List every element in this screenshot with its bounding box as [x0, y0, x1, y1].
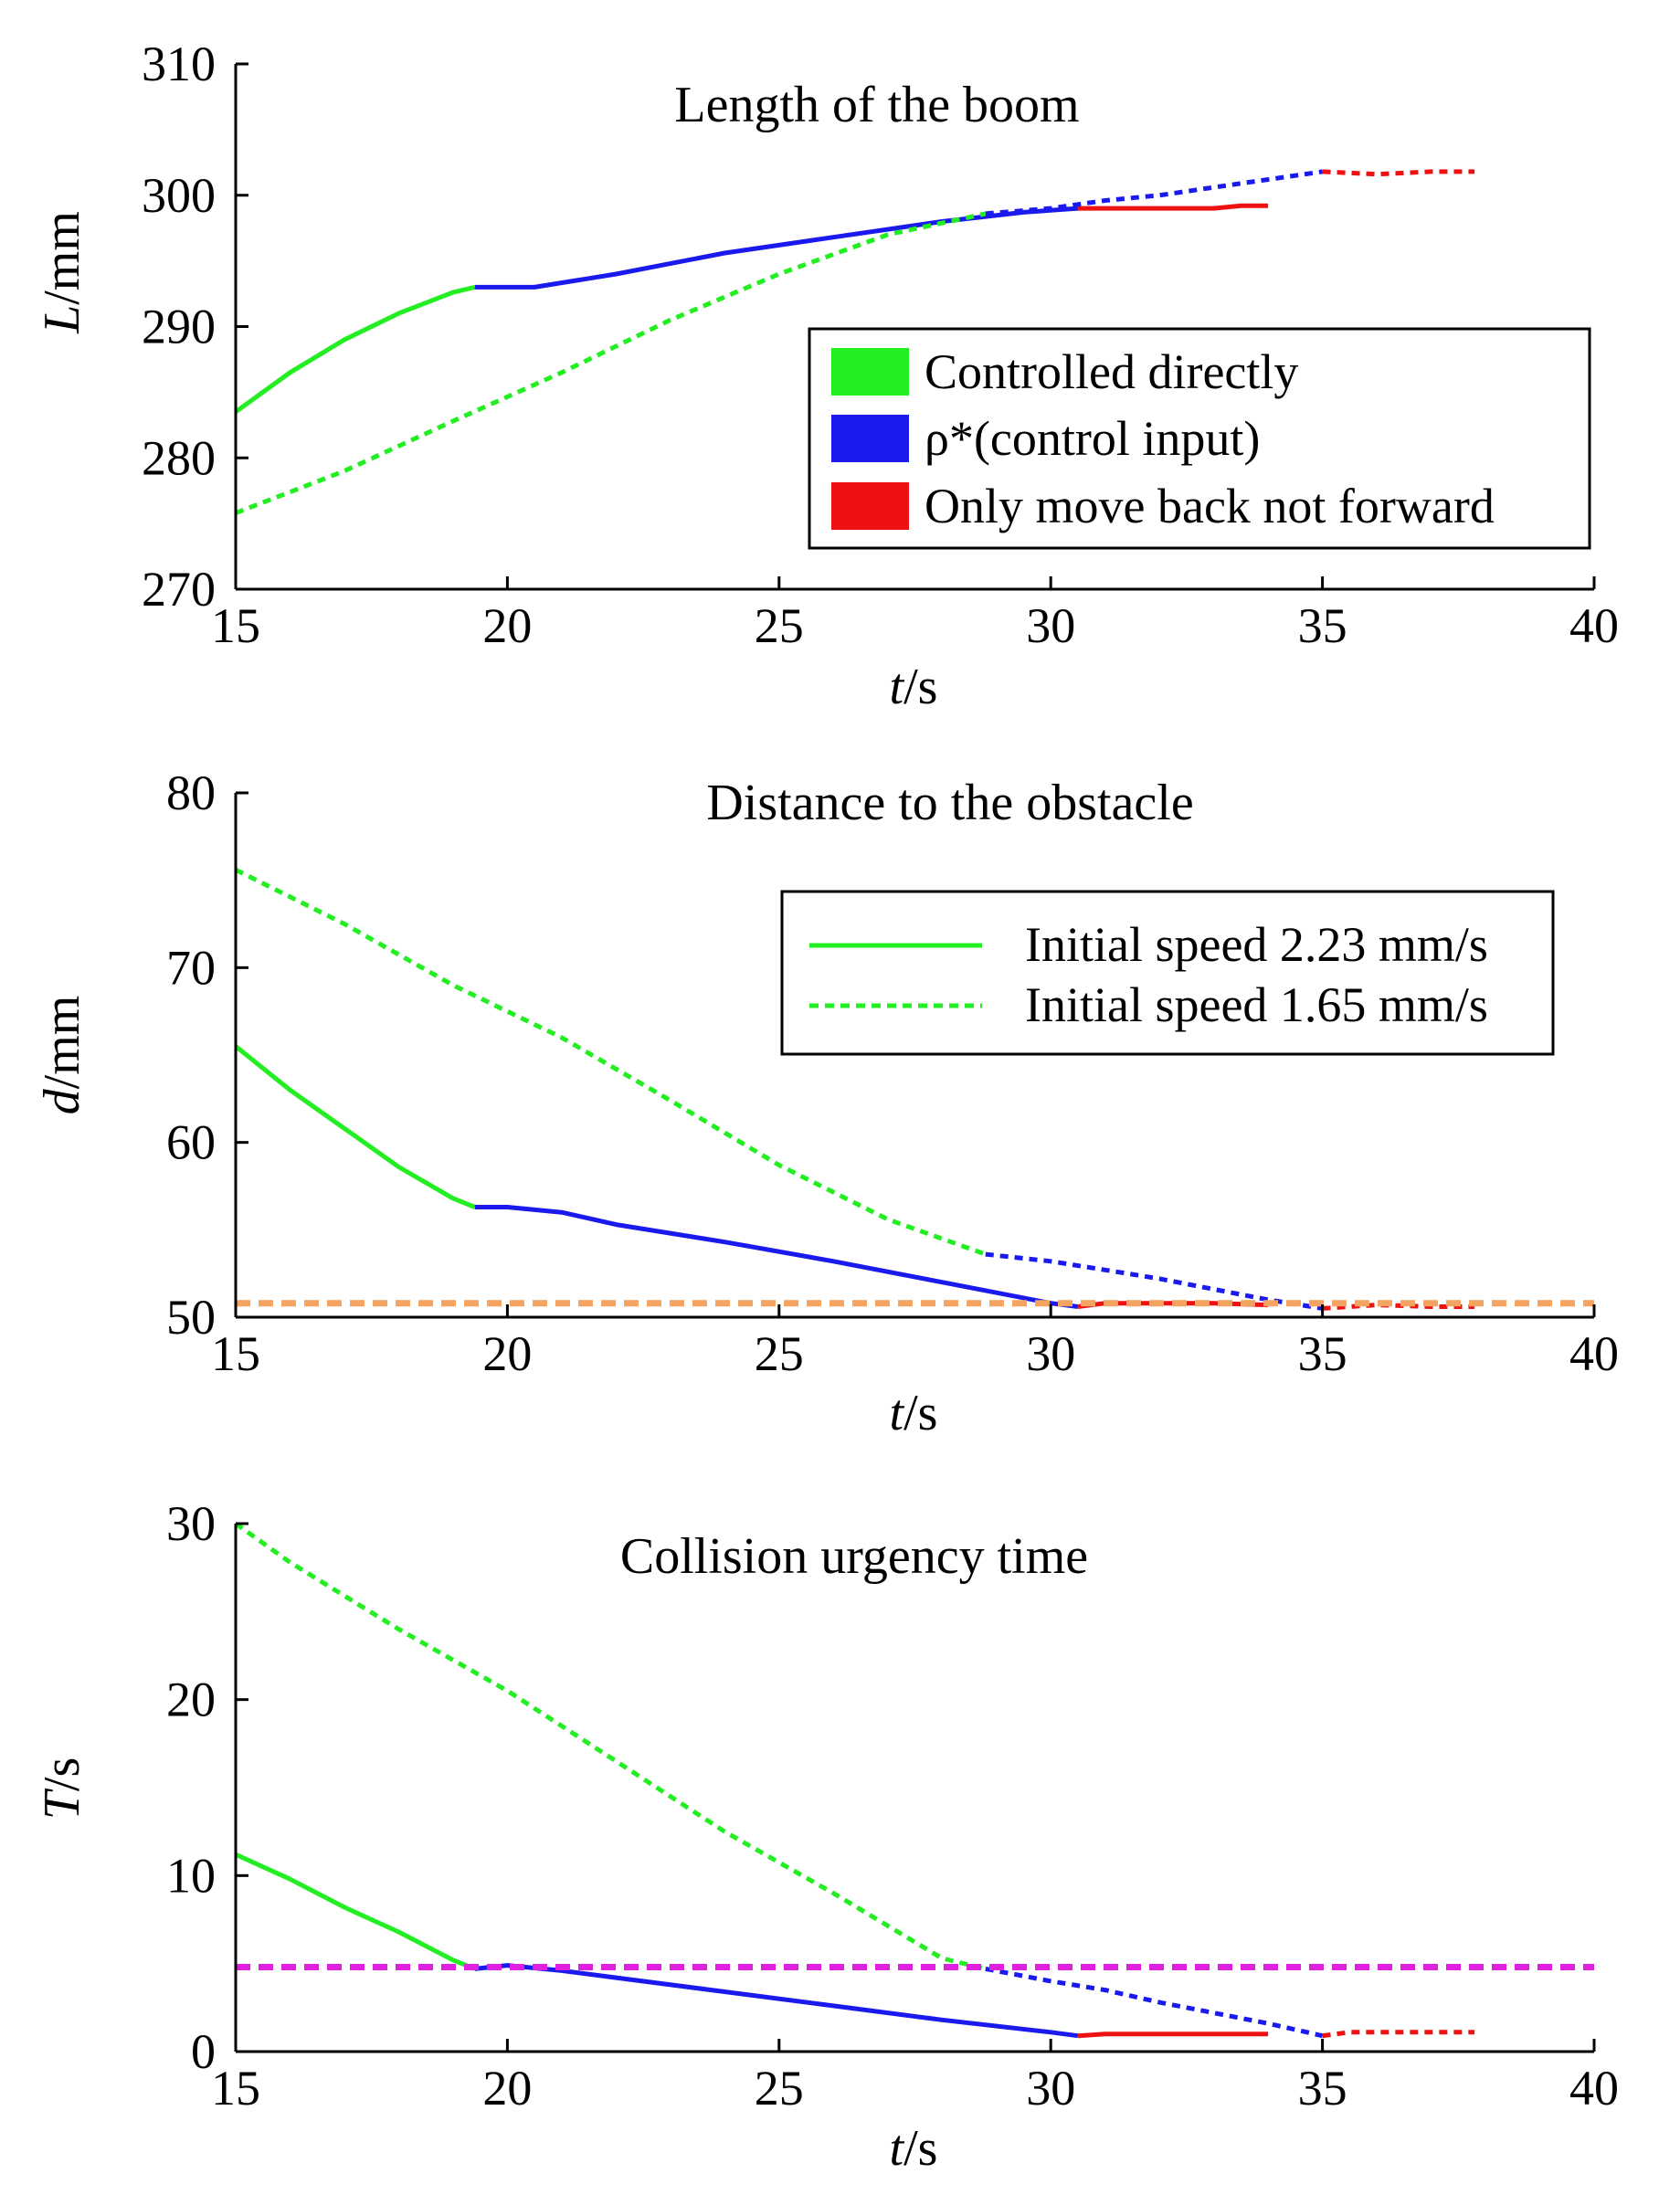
series-line-green-dashed: [235, 211, 987, 515]
series-line-red-dashed: [1322, 169, 1475, 177]
x-tick-label: 25: [755, 2061, 804, 2116]
x-axis-label-var: t: [890, 1385, 905, 1441]
y-axis-label-var: T: [34, 1788, 90, 1820]
x-axis-label-var: t: [890, 659, 905, 715]
legend-swatch-blue: [831, 415, 909, 462]
legend-label: Initial speed 1.65 mm/s: [1025, 977, 1488, 1032]
panel-length-of-boom: Length of the boom 15 20 25 30 35 40 270 280 290…: [34, 37, 1619, 715]
y-tick-label: 30: [166, 1496, 216, 1551]
series-line-blue-solid: [474, 206, 1079, 290]
chart-title: Collision urgency time: [620, 1528, 1088, 1585]
legend: Initial speed 2.23 mm/s Initial speed 1.…: [780, 890, 1555, 1056]
x-axis-label: t/s: [890, 1385, 938, 1441]
tick-group: 15 20 25 30 35 40 270 280 290 300 310: [142, 37, 1619, 653]
legend-label: ρ*(control input): [925, 411, 1260, 466]
legend: Controlled directly ρ*(control input) On…: [808, 327, 1591, 550]
series-line-blue-dashed: [985, 169, 1323, 216]
x-tick-label: 15: [211, 1326, 260, 1381]
x-tick-label: 35: [1298, 598, 1347, 653]
y-axis-label-unit: /mm: [34, 996, 90, 1090]
y-tick-label: 60: [166, 1115, 216, 1170]
y-tick-label: 20: [166, 1673, 216, 1727]
x-axis-label-unit: /s: [903, 1385, 937, 1441]
series-group: [234, 867, 1594, 1311]
legend-swatch-green: [831, 348, 909, 396]
x-axis-label-unit: /s: [903, 659, 937, 715]
chart-title: Distance to the obstacle: [706, 775, 1193, 831]
x-tick-label: 20: [482, 1326, 532, 1381]
y-tick-label: 50: [166, 1290, 216, 1345]
x-tick-label: 40: [1569, 1326, 1619, 1381]
x-axis-label-unit: /s: [903, 2120, 937, 2177]
series-line-blue-solid: [474, 1205, 1079, 1309]
x-axis-label-var: t: [890, 2120, 905, 2177]
x-tick-label: 25: [755, 1326, 804, 1381]
x-tick-label: 35: [1298, 2061, 1347, 2116]
legend-label: Controlled directly: [925, 344, 1298, 399]
tick-group: 15 20 25 30 35 40 0 10 20 30: [166, 1496, 1619, 2116]
tick-group: 15 20 25 30 35 40 50 60 70 80: [166, 765, 1619, 1381]
legend-label: Only move back not forward: [925, 479, 1495, 533]
x-axis-label: t/s: [890, 2120, 938, 2177]
series-group: [234, 169, 1475, 515]
x-tick-label: 30: [1026, 2061, 1075, 2116]
x-tick-label: 25: [755, 598, 804, 653]
y-axis-label-var: L: [34, 305, 90, 334]
x-tick-label: 40: [1569, 598, 1619, 653]
legend-label: Initial speed 2.23 mm/s: [1025, 917, 1488, 972]
y-tick-label: 70: [166, 940, 216, 995]
y-axis-label-unit: /s: [34, 1757, 90, 1791]
series-line-blue-dashed: [985, 1966, 1324, 2039]
series-line-green-solid: [234, 1852, 476, 1971]
y-axis-label-var: d: [34, 1088, 90, 1114]
series-line-blue-dashed: [985, 1251, 1323, 1311]
chart-title: Length of the boom: [674, 77, 1079, 133]
x-tick-label: 15: [211, 2061, 260, 2116]
panel-distance-to-obstacle: Distance to the obstacle 15 20 25 30 35 40 50 6…: [34, 765, 1619, 1441]
y-tick-label: 300: [142, 168, 216, 223]
y-tick-label: 10: [166, 1848, 216, 1903]
y-axis-label-unit: /mm: [34, 211, 90, 305]
panel-collision-urgency-time: Collision urgency time 15 20 25 30 35 40 0 10 20…: [34, 1496, 1619, 2177]
y-tick-label: 0: [191, 2024, 216, 2079]
y-tick-label: 80: [166, 765, 216, 820]
x-tick-label: 30: [1026, 598, 1075, 653]
legend-box: [780, 890, 1555, 1056]
x-tick-label: 15: [211, 598, 260, 653]
y-axis-label: L/mm: [34, 211, 90, 334]
y-axis-label: d/mm: [34, 996, 90, 1115]
x-tick-label: 30: [1026, 1326, 1075, 1381]
x-tick-label: 35: [1298, 1326, 1347, 1381]
y-tick-label: 280: [142, 430, 216, 485]
legend-box: [808, 327, 1591, 550]
series-line-green-dashed: [234, 867, 987, 1257]
y-axis-label: T/s: [34, 1757, 90, 1820]
series-line-red-solid: [1077, 2031, 1269, 2039]
series-group: [234, 1521, 1594, 2039]
x-tick-label: 40: [1569, 2061, 1619, 2116]
series-line-green-solid: [234, 1044, 476, 1209]
series-line-red-solid: [1077, 203, 1269, 211]
series-line-green-dashed: [234, 1521, 987, 1971]
series-line-green-solid: [234, 284, 476, 414]
series-line-blue-solid: [474, 1963, 1079, 2039]
legend-swatch-red: [831, 482, 909, 530]
series-line-red-dashed: [1322, 2030, 1475, 2039]
x-tick-label: 20: [482, 2061, 532, 2116]
y-tick-label: 270: [142, 562, 216, 617]
y-tick-label: 290: [142, 300, 216, 354]
x-tick-label: 20: [482, 598, 532, 653]
y-tick-label: 310: [142, 37, 216, 91]
x-axis-label: t/s: [890, 659, 938, 715]
